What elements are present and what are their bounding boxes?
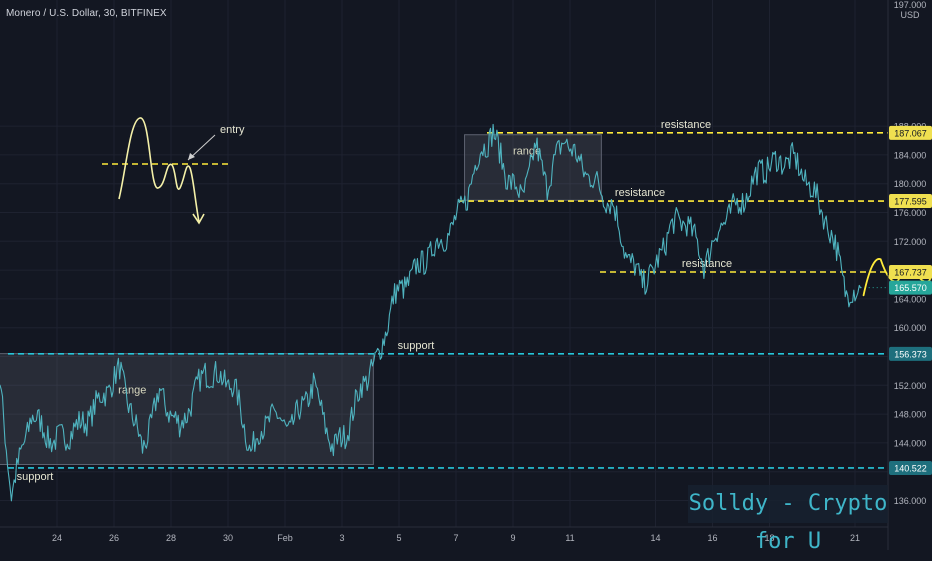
x-tick-label: 11 — [565, 533, 574, 543]
y-tick-label: 160.000 — [894, 323, 927, 333]
x-tick-label: 16 — [707, 533, 717, 543]
level-label-resistance: resistance — [661, 119, 711, 131]
level-lines: resistance resistance resistance support sup… — [8, 119, 888, 483]
current-price-label: 165.570 — [894, 283, 927, 293]
price-tag-label: 140.522 — [894, 463, 927, 473]
current-price-tag — [889, 280, 932, 295]
price-tag — [889, 264, 932, 279]
x-tick-label: 28 — [166, 533, 176, 543]
time-axis: 24 26 28 30 Feb 3 5 7 9 11 14 16 18 21 — [0, 526, 888, 543]
price-tag — [889, 460, 932, 475]
x-tick-label: 26 — [109, 533, 119, 543]
y-tick-label: 184.000 — [894, 150, 927, 160]
x-tick-label: Feb — [277, 533, 293, 543]
x-tick-label: 9 — [510, 533, 515, 543]
y-tick-label: 148.000 — [894, 410, 927, 420]
level-label-resistance: resistance — [682, 258, 732, 270]
level-label-resistance: resistance — [615, 187, 665, 199]
symbol-title: Monero / U.S. Dollar, 30, BITFINEX — [6, 8, 167, 19]
price-line — [0, 123, 862, 502]
y-tick-label: 164.000 — [894, 294, 927, 304]
y-tick-label: 136.000 — [894, 496, 927, 506]
entry-arrow-head — [192, 213, 205, 225]
projection-path — [862, 258, 932, 297]
annotations: entry — [102, 117, 932, 297]
x-tick-label: 21 — [850, 533, 860, 543]
price-series — [0, 123, 862, 502]
x-tick-label: 5 — [396, 533, 401, 543]
entry-pointer-head — [188, 153, 195, 160]
x-tick-label: 24 — [52, 533, 62, 543]
range-box — [0, 353, 374, 465]
top-tick-label: 197.000 — [893, 0, 927, 10]
price-tag-label: 167.737 — [894, 267, 927, 277]
level-label-support: support — [17, 471, 54, 483]
price-tag-label: 187.067 — [894, 128, 927, 138]
y-tick-label: 144.000 — [894, 438, 927, 448]
x-tick-label: 18 — [764, 533, 774, 543]
currency-label: USD — [900, 10, 920, 20]
y-tick-label: 152.000 — [894, 381, 927, 391]
range-box-label: range — [513, 146, 541, 158]
y-tick-label: 176.000 — [894, 208, 927, 218]
range-box-label: range — [118, 385, 146, 397]
y-tick-label: 180.000 — [894, 179, 927, 189]
watermark-brand: Solldy - Crypto for U — [688, 485, 888, 554]
price-tag — [889, 194, 932, 209]
price-tag-label: 156.373 — [894, 349, 927, 359]
x-tick-label: 7 — [453, 533, 458, 543]
price-tag — [889, 346, 932, 361]
entry-label: entry — [220, 124, 245, 136]
x-tick-label: 3 — [339, 533, 344, 543]
level-label-support: support — [398, 340, 435, 352]
price-tag-label: 177.595 — [894, 197, 927, 207]
x-tick-label: 14 — [650, 533, 660, 543]
axis-top-label: 197.000 USD — [888, 0, 932, 20]
range-box — [464, 134, 602, 201]
x-tick-label: 30 — [223, 533, 233, 543]
price-tag — [889, 125, 932, 140]
entry-pattern-sketch — [118, 117, 200, 223]
y-tick-label: 172.000 — [894, 237, 927, 247]
price-axis: 136.000140.000144.000148.000152.000156.0… — [887, 0, 932, 550]
range-boxes: range range — [0, 134, 602, 465]
